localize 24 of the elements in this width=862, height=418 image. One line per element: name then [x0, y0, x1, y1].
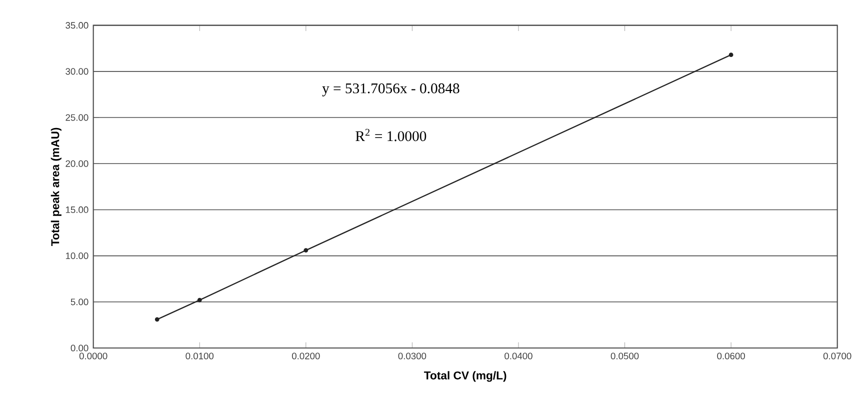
point	[197, 298, 202, 302]
x-tick-label: 0.0700	[823, 352, 852, 360]
y-tick-label: 5.00	[70, 298, 88, 306]
x-tick-label: 0.0500	[610, 352, 639, 360]
y-tick-label: 35.00	[66, 22, 88, 29]
point	[154, 317, 160, 322]
annotation: y = 531.7056x - 0.0848	[322, 83, 460, 96]
x-tick-label: 0.0400	[504, 352, 532, 360]
x-tick-label: 0.0600	[717, 352, 745, 360]
y-tick-label: 15.00	[66, 206, 88, 214]
y-tick-label: 10.00	[66, 252, 88, 260]
y-tick-label: 25.00	[66, 114, 88, 121]
y-tick-label: 20.00	[66, 160, 88, 167]
x-tick-label: 0.0300	[398, 352, 426, 360]
x-tick-label: 0.0200	[292, 352, 320, 360]
y-tick-label: 0.00	[70, 344, 88, 352]
point	[304, 248, 308, 252]
x-axis-title: Total CV (mg/L)	[424, 371, 506, 382]
point	[728, 52, 734, 58]
y-axis-title: Total peak area (mAU)	[50, 128, 62, 246]
annotation: R$^{2}$ = 1.0000	[356, 128, 426, 142]
y-tick-label: 30.00	[66, 68, 88, 75]
x-tick-label: 0.0100	[186, 352, 214, 360]
x-tick-label: 0.0000	[79, 352, 108, 360]
